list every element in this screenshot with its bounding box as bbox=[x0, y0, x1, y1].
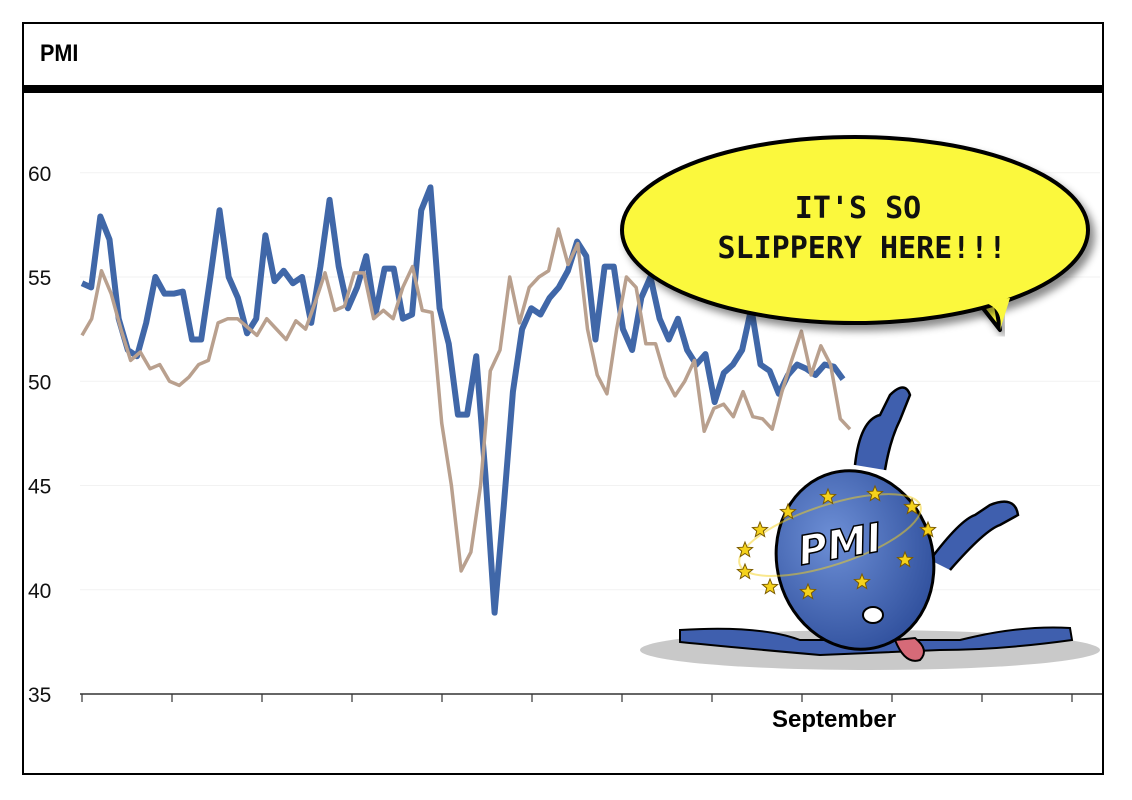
y-tick-label-45: 45 bbox=[28, 476, 51, 499]
star-icon bbox=[903, 497, 921, 515]
x-tick-label-september: September bbox=[772, 706, 896, 733]
y-tick-label-55: 55 bbox=[28, 267, 51, 290]
pmi-mascot-illustration: PMI bbox=[640, 386, 1100, 670]
star-icon bbox=[896, 550, 914, 568]
star-icon bbox=[736, 540, 754, 558]
chart-frame bbox=[22, 22, 1104, 775]
star-icon bbox=[761, 577, 779, 595]
star-icon bbox=[853, 572, 871, 590]
y-tick-label-40: 40 bbox=[28, 580, 51, 603]
y-tick-label-50: 50 bbox=[28, 371, 51, 394]
star-icon bbox=[866, 484, 884, 502]
series-line-2 bbox=[80, 227, 852, 573]
speech-bubble: IT'S SO SLIPPERY HERE!!! bbox=[620, 135, 1090, 332]
title-divider bbox=[22, 85, 1104, 93]
star-icon bbox=[819, 487, 837, 505]
star-icon bbox=[799, 582, 817, 600]
y-tick-label-60: 60 bbox=[28, 163, 51, 186]
star-icon bbox=[919, 520, 937, 538]
chart-title: PMI bbox=[40, 40, 79, 67]
y-tick-label-35: 35 bbox=[28, 684, 51, 707]
star-icon bbox=[779, 502, 797, 520]
series-line-1 bbox=[80, 184, 846, 616]
bubble-text-line2: SLIPPERY HERE!!! bbox=[718, 231, 1007, 266]
star-icon bbox=[751, 520, 769, 538]
bubble-text-line1: IT'S SO bbox=[795, 191, 921, 226]
star-icon bbox=[736, 562, 754, 580]
